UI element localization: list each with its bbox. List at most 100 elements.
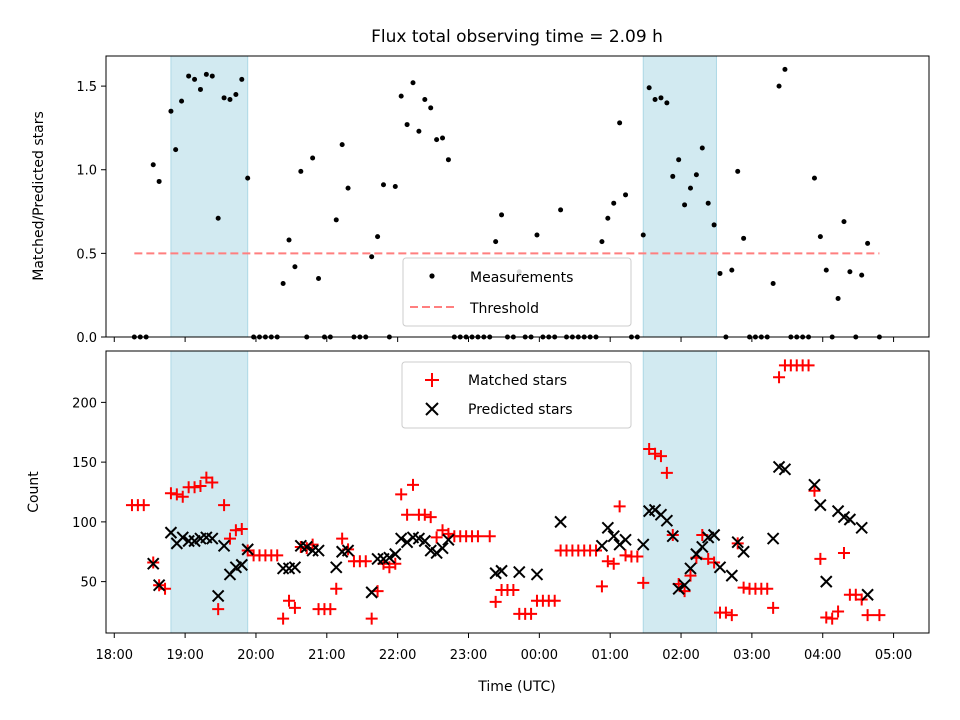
matched-stars-point (170, 488, 183, 501)
measurement-point (215, 215, 221, 221)
x-axis-label: Time (UTC) (477, 679, 555, 695)
predicted-stars-point (312, 544, 325, 557)
measurements-legend-label: Measurements (470, 270, 573, 286)
predicted-stars-legend-marker (425, 402, 439, 416)
matched-stars-point (212, 603, 225, 616)
measurement-point (841, 219, 847, 225)
measurement-point (623, 192, 629, 198)
x-tick-label: 18:00 (96, 648, 133, 663)
measurement-point (558, 207, 564, 213)
measurement-point (776, 83, 782, 89)
predicted-stars-point (601, 521, 615, 535)
measurement-point (239, 76, 245, 82)
top-legend: Measurements Threshold (402, 257, 632, 327)
top-axes-frame (105, 55, 930, 338)
predicted-stars-point (436, 541, 449, 555)
measurement-point (209, 73, 215, 79)
predicted-stars-point (235, 558, 248, 572)
predicted-stars-point (164, 526, 178, 539)
measurement-point (345, 185, 351, 191)
measurement-point (422, 96, 428, 102)
predicted-stars-point (276, 562, 290, 575)
predicted-stars-point (330, 561, 343, 574)
measurement-point (392, 183, 398, 189)
matched-stars-point (489, 595, 502, 608)
predicted-stars-point (737, 545, 750, 558)
matched-stars-point (654, 450, 667, 463)
matched-stars-point (164, 487, 177, 500)
matched-stars-point (389, 557, 402, 570)
measurement-point (735, 168, 741, 174)
matched-stars-point (607, 557, 620, 570)
predicted-stars-point (696, 540, 709, 554)
measurement-point (375, 234, 381, 240)
matched-stars-point (873, 609, 886, 622)
predicted-stars-point (666, 530, 679, 543)
predicted-stars-point (808, 478, 821, 492)
predicted-stars-point (637, 538, 650, 551)
matched-stars-point (418, 508, 431, 521)
matched-stars-point (649, 447, 662, 460)
top-shaded-interval (642, 55, 717, 338)
matched-stars-point (271, 549, 284, 562)
measurement-point (416, 128, 422, 134)
matched-stars-legend-label: Matched stars (468, 373, 567, 389)
matched-stars-point (159, 582, 172, 595)
x-tick-label: 21:00 (308, 648, 345, 663)
measurement-point (186, 73, 192, 79)
x-tick-label: 01:00 (591, 648, 628, 663)
matched-stars-point (684, 569, 697, 582)
measurement-point (316, 275, 322, 281)
top-y-tick-label: 1.5 (76, 80, 97, 95)
predicted-stars-point (152, 578, 166, 592)
predicted-stars-point (554, 515, 567, 529)
top-y-axis-label: Matched/Predicted stars (31, 111, 47, 281)
predicted-stars-point (495, 564, 508, 578)
predicted-stars-point (595, 539, 609, 552)
predicted-stars-point (861, 588, 874, 601)
measurement-point (499, 212, 505, 218)
matched-stars-point (229, 524, 242, 537)
bottom-y-axis-label: Count (26, 471, 42, 513)
measurement-point (699, 145, 705, 151)
predicted-stars-point (306, 544, 319, 557)
measurement-point (865, 240, 871, 246)
matched-stars-point (601, 555, 614, 568)
predicted-stars-point (725, 569, 739, 582)
measurement-point (221, 95, 227, 101)
measurement-point (298, 168, 304, 174)
predicted-stars-point (778, 463, 792, 476)
bottom-legend-box (401, 361, 632, 429)
matched-stars-point (324, 603, 337, 616)
measurement-point (729, 267, 735, 273)
chart-title: Flux total observing time = 2.09 h (371, 27, 663, 47)
measurement-point (664, 100, 670, 106)
matched-stars-point (283, 594, 296, 607)
matched-stars-point (395, 488, 408, 501)
measurement-point (156, 178, 162, 184)
matched-stars-point (767, 601, 780, 614)
measurement-point (770, 280, 776, 286)
matched-stars-point (761, 582, 774, 595)
x-tick-label: 22:00 (379, 648, 416, 663)
predicted-stars-point (442, 533, 455, 547)
matched-stars-point (595, 580, 608, 593)
x-tick-label: 03:00 (733, 648, 770, 663)
predicted-stars-point (341, 544, 355, 557)
predicted-stars-point (383, 551, 396, 564)
measurement-point (823, 267, 829, 273)
matched-stars-point (218, 499, 231, 512)
matched-stars-point (424, 511, 437, 524)
matched-stars-point (430, 531, 443, 544)
x-tick-label: 23:00 (450, 648, 487, 663)
measurement-point (233, 91, 239, 97)
measurement-point (197, 86, 203, 92)
matched-stars-legend-marker (425, 373, 439, 387)
measurement-point (693, 172, 699, 178)
matched-stars-point (359, 555, 372, 568)
measurement-point (817, 234, 823, 240)
matched-stars-point (176, 490, 189, 503)
x-tick-label: 04:00 (804, 648, 841, 663)
matched-stars-point (725, 609, 738, 622)
